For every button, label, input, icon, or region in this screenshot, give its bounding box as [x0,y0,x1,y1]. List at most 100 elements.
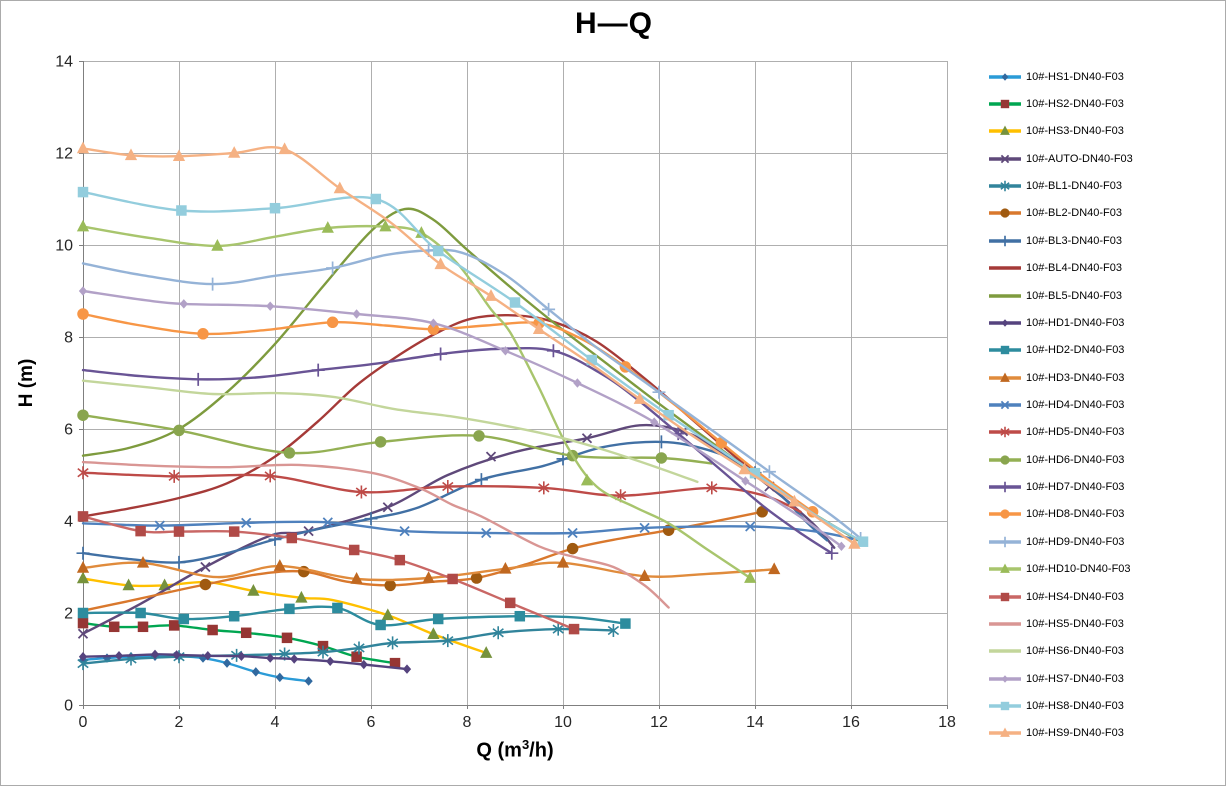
legend-label-hs5: 10#-HS5-DN40-F03 [1026,617,1124,630]
legend-label-hd9: 10#-HD9-DN40-F03 [1026,535,1125,548]
legend-label-hd7: 10#-HD7-DN40-F03 [1026,481,1125,494]
series-line-hd7 [81,346,833,555]
series-line-hs9 [81,146,856,546]
legend-item-hd1[interactable]: 10#-HD1-DN40-F03 [989,309,1221,336]
legend-label-bl5: 10#-BL5-DN40-F03 [1026,289,1122,302]
legend-label-hs3: 10#-HS3-DN40-F03 [1026,125,1124,138]
series-markers-hs9 [76,141,861,549]
legend-item-hs8[interactable]: 10#-HS8-DN40-F03 [989,692,1221,719]
legend-swatch-hs9 [989,727,1021,738]
legend-swatch-hd8 [989,509,1021,520]
legend-label-hs7: 10#-HS7-DN40-F03 [1026,672,1124,685]
legend-item-hd2[interactable]: 10#-HD2-DN40-F03 [989,337,1221,364]
series-markers-hd4 [154,517,756,539]
legend-swatch-hs2 [989,99,1021,109]
y-tick-label: 0 [64,698,73,715]
legend-item-bl4[interactable]: 10#-BL4-DN40-F03 [989,255,1221,282]
series-hd6[interactable] [77,409,713,465]
legend-item-hd6[interactable]: 10#-HD6-DN40-F03 [989,446,1221,473]
y-tick-label: 6 [64,422,73,439]
legend-item-hs4[interactable]: 10#-HS4-DN40-F03 [989,583,1221,610]
legend-item-bl5[interactable]: 10#-BL5-DN40-F03 [989,282,1221,309]
series-hs8[interactable] [77,186,869,547]
legend-item-hd4[interactable]: 10#-HD4-DN40-F03 [989,391,1221,418]
x-tick-label: 4 [271,714,280,731]
series-line-hd6 [81,414,713,465]
legend-label-hd1: 10#-HD1-DN40-F03 [1026,316,1125,329]
x-axis-title-sup: 3 [521,737,530,752]
legend-label-hs9: 10#-HS9-DN40-F03 [1026,727,1124,740]
legend-item-auto[interactable]: 10#-AUTO-DN40-F03 [989,145,1221,172]
series-line-hd5 [81,471,802,513]
series-hd9[interactable] [81,244,868,545]
series-bl5[interactable] [81,207,862,543]
legend-item-hs5[interactable]: 10#-HS5-DN40-F03 [989,610,1221,637]
series-markers-hs7 [78,286,846,552]
legend-item-hd8[interactable]: 10#-HD8-DN40-F03 [989,501,1221,528]
legend-swatch-hs5 [989,622,1021,626]
legend-label-hs2: 10#-HS2-DN40-F03 [1026,98,1124,111]
series-hs2[interactable] [77,617,401,669]
legend-swatch-bl4 [989,266,1021,270]
legend-item-bl1[interactable]: 10#-BL1-DN40-F03 [989,172,1221,199]
legend-swatch-hs6 [989,649,1021,653]
legend-item-hs1[interactable]: 10#-HS1-DN40-F03 [989,63,1221,90]
series-line-bl5 [81,207,862,543]
legend-swatch-bl3 [989,235,1021,247]
legend-swatch-hd7 [989,481,1021,493]
legend-item-hd10[interactable]: 10#-HD10-DN40-F03 [989,555,1221,582]
series-hd4[interactable] [81,517,857,541]
series-bl3[interactable] [76,435,829,569]
series-hd3[interactable] [76,555,781,584]
tick-labels: 0 2 4 6 8 10 12 14 0 2 4 6 8 10 12 14 16 18 [55,54,956,732]
legend-swatch-hs3 [989,125,1021,136]
series-hd1[interactable] [78,649,412,674]
legend-item-hs9[interactable]: 10#-HS9-DN40-F03 [989,720,1221,747]
series-markers-hd1 [78,649,412,674]
legend-swatch-hd9 [989,536,1021,547]
x-axis-title: Q (m3/h) [83,737,947,763]
legend-swatch-hs1 [989,72,1021,81]
series-hs7[interactable] [78,286,846,552]
legend-swatch-bl1 [989,180,1021,192]
legend-item-hs6[interactable]: 10#-HS6-DN40-F03 [989,638,1221,665]
legend-swatch-bl2 [989,208,1021,219]
legend-swatch-bl5 [989,293,1021,298]
legend-swatch-hs4 [989,592,1021,601]
series-hs9[interactable] [76,141,861,549]
x-tick-label: 14 [746,714,764,731]
series-markers-hd5 [77,466,718,503]
series-hd2[interactable] [77,602,631,631]
series-hs5[interactable] [81,460,670,609]
legend-swatch-hd1 [989,319,1021,327]
legend-item-hd7[interactable]: 10#-HD7-DN40-F03 [989,473,1221,500]
x-axis-title-post: /h) [529,739,554,762]
series-hd10[interactable] [76,219,757,583]
x-tick-label: 2 [175,714,184,731]
legend-item-hd9[interactable]: 10#-HD9-DN40-F03 [989,528,1221,555]
legend-item-bl2[interactable]: 10#-BL2-DN40-F03 [989,200,1221,227]
series-markers-hd2 [77,602,631,631]
series-markers-hd10 [76,219,757,583]
legend-label-hs8: 10#-HS8-DN40-F03 [1026,699,1124,712]
legend-item-bl3[interactable]: 10#-BL3-DN40-F03 [989,227,1221,254]
chart-title: H—Q [575,7,653,40]
legend-item-hd5[interactable]: 10#-HD5-DN40-F03 [989,419,1221,446]
legend-label-hd2: 10#-HD2-DN40-F03 [1026,344,1125,357]
legend-item-hd3[interactable]: 10#-HD3-DN40-F03 [989,364,1221,391]
legend-label-bl2: 10#-BL2-DN40-F03 [1026,207,1122,220]
series-hd5[interactable] [77,466,802,513]
series-line-hs6 [81,379,699,484]
legend-item-hs2[interactable]: 10#-HS2-DN40-F03 [989,90,1221,117]
y-tick-label: 2 [64,606,73,623]
series-hs6[interactable] [81,379,699,484]
series-hs4[interactable] [77,511,580,635]
y-tick-label: 8 [64,330,73,347]
legend-item-hs7[interactable]: 10#-HS7-DN40-F03 [989,665,1221,692]
legend-label-hd10: 10#-HD10-DN40-F03 [1026,563,1131,576]
series-line-bl1 [81,627,615,665]
legend-label-bl4: 10#-BL4-DN40-F03 [1026,262,1122,275]
legend-item-hs3[interactable]: 10#-HS3-DN40-F03 [989,118,1221,145]
legend-label-bl3: 10#-BL3-DN40-F03 [1026,234,1122,247]
